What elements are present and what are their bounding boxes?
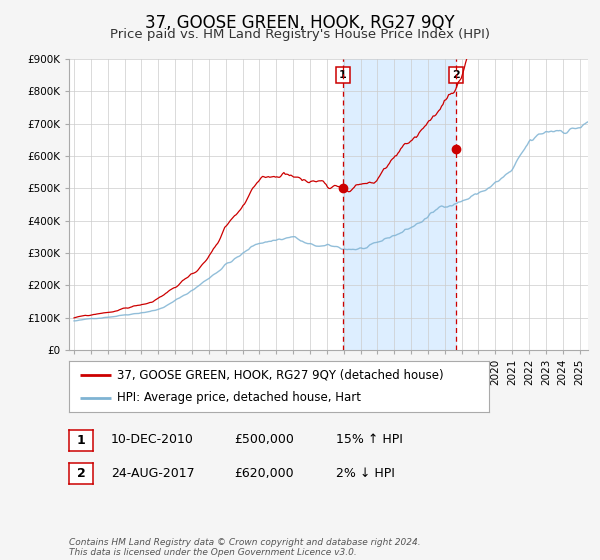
Text: 2: 2 <box>77 467 85 480</box>
HPI: Average price, detached house, Hart: (2.01e+03, 3.11e+05): Average price, detached house, Hart: (2.… <box>348 246 355 253</box>
Text: 24-AUG-2017: 24-AUG-2017 <box>111 466 194 480</box>
Text: 15% ↑ HPI: 15% ↑ HPI <box>336 433 403 446</box>
37, GOOSE GREEN, HOOK, RG27 9QY (detached house) <box>487 39 494 46</box>
Text: £500,000: £500,000 <box>234 433 294 446</box>
Line: HPI: Average price, detached house, Hart: HPI: Average price, detached house, Hart <box>74 122 588 321</box>
Text: 37, GOOSE GREEN, HOOK, RG27 9QY (detached house): 37, GOOSE GREEN, HOOK, RG27 9QY (detache… <box>118 368 444 381</box>
37, GOOSE GREEN, HOOK, RG27 9QY (detached house) <box>451 89 458 96</box>
HPI: Average price, detached house, Hart: (2.03e+03, 7.05e+05): Average price, detached house, Hart: (2.… <box>584 119 592 125</box>
Text: Price paid vs. HM Land Registry's House Price Index (HPI): Price paid vs. HM Land Registry's House … <box>110 28 490 41</box>
Text: 10-DEC-2010: 10-DEC-2010 <box>111 433 194 446</box>
Text: Contains HM Land Registry data © Crown copyright and database right 2024.
This d: Contains HM Land Registry data © Crown c… <box>69 538 421 557</box>
37, GOOSE GREEN, HOOK, RG27 9QY (detached house) <box>176 281 183 287</box>
37, GOOSE GREEN, HOOK, RG27 9QY (detached house) <box>348 187 355 194</box>
HPI: Average price, detached house, Hart: (2e+03, 1.29e+05): Average price, detached house, Hart: (2e… <box>158 305 165 311</box>
Bar <box>343 59 456 350</box>
Text: 37, GOOSE GREEN, HOOK, RG27 9QY: 37, GOOSE GREEN, HOOK, RG27 9QY <box>145 14 455 32</box>
HPI: Average price, detached house, Hart: (2e+03, 1.61e+05): Average price, detached house, Hart: (2e… <box>176 295 183 301</box>
Text: 2% ↓ HPI: 2% ↓ HPI <box>336 466 395 480</box>
Text: 2: 2 <box>452 70 460 80</box>
HPI: Average price, detached house, Hart: (2.02e+03, 4.51e+05): Average price, detached house, Hart: (2.… <box>451 201 458 208</box>
37, GOOSE GREEN, HOOK, RG27 9QY (detached house) <box>121 305 128 311</box>
Text: £620,000: £620,000 <box>234 466 293 480</box>
37, GOOSE GREEN, HOOK, RG27 9QY (detached house) <box>422 122 430 129</box>
37, GOOSE GREEN, HOOK, RG27 9QY (detached house) <box>158 293 165 300</box>
37, GOOSE GREEN, HOOK, RG27 9QY (detached house) <box>70 315 77 321</box>
Text: 1: 1 <box>77 433 85 447</box>
HPI: Average price, detached house, Hart: (2e+03, 1.09e+05): Average price, detached house, Hart: (2e… <box>121 311 128 318</box>
HPI: Average price, detached house, Hart: (2.02e+03, 4.07e+05): Average price, detached house, Hart: (2.… <box>422 215 430 222</box>
Text: HPI: Average price, detached house, Hart: HPI: Average price, detached house, Hart <box>118 391 361 404</box>
Text: 1: 1 <box>339 70 347 80</box>
37, GOOSE GREEN, HOOK, RG27 9QY (detached house) <box>584 39 592 46</box>
HPI: Average price, detached house, Hart: (2e+03, 8.99e+04): Average price, detached house, Hart: (2e… <box>70 318 77 324</box>
Line: 37, GOOSE GREEN, HOOK, RG27 9QY (detached house): 37, GOOSE GREEN, HOOK, RG27 9QY (detache… <box>74 43 588 318</box>
